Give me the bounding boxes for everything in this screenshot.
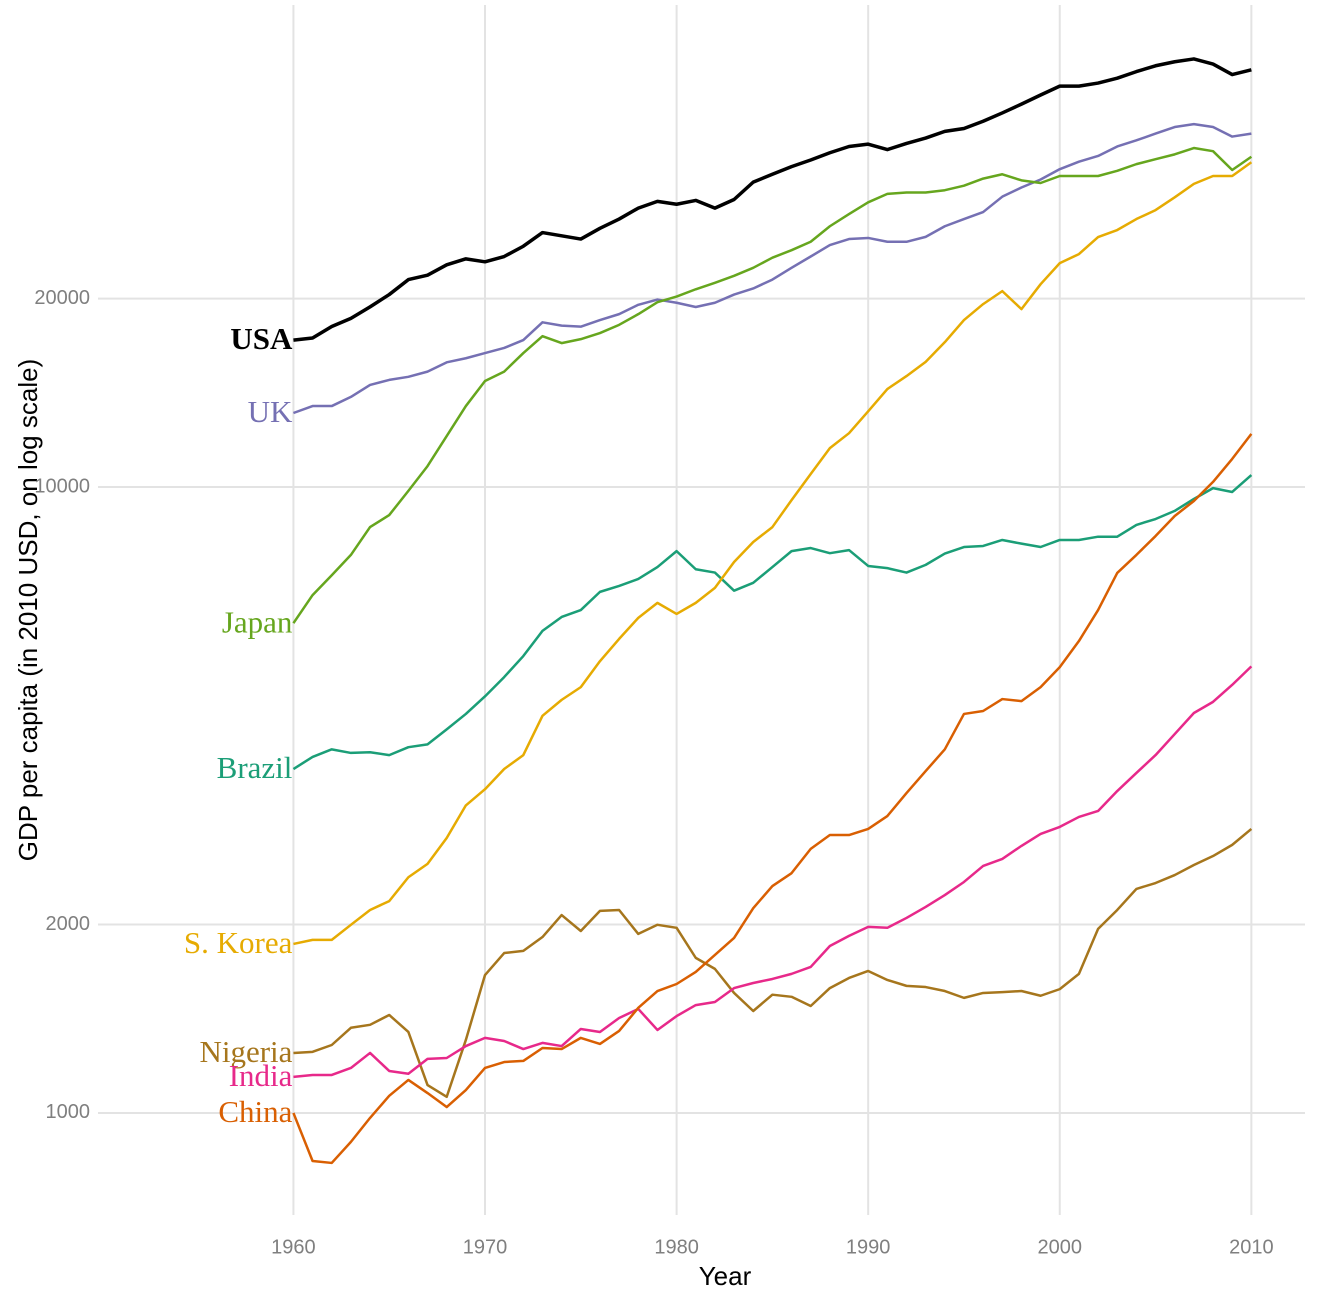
series-line [293, 665, 1253, 1079]
series-label: USA [230, 321, 293, 356]
series-label: Brazil [217, 750, 293, 785]
series-label: Nigeria [199, 1034, 292, 1069]
series-line [293, 827, 1253, 1099]
x-tick-label: 1970 [463, 1236, 508, 1258]
x-axis-title: Year [699, 1261, 752, 1291]
x-tick-label: 1960 [271, 1236, 316, 1258]
y-tick-label: 2000 [46, 913, 91, 935]
series-line [292, 122, 1252, 415]
series-label: China [218, 1094, 292, 1129]
series-label: Japan [222, 604, 293, 639]
series-label: UK [248, 394, 293, 429]
series-label: India [229, 1058, 293, 1093]
series-line [293, 57, 1252, 342]
y-axis-title: GDP per capita (in 2010 USD, on log scal… [13, 359, 43, 861]
x-tick-label: 2000 [1038, 1236, 1083, 1258]
series-line [292, 433, 1253, 1165]
series-line [293, 161, 1253, 946]
x-tick-label: 1990 [846, 1236, 891, 1258]
x-tick-label: 1980 [654, 1236, 699, 1258]
x-tick-label: 2010 [1229, 1236, 1274, 1258]
y-tick-label: 20000 [34, 287, 90, 309]
series-line [292, 146, 1253, 624]
series-label: S. Korea [184, 925, 293, 960]
y-tick-label: 10000 [34, 475, 90, 497]
y-tick-label: 1000 [46, 1101, 91, 1123]
series-line [292, 474, 1253, 771]
